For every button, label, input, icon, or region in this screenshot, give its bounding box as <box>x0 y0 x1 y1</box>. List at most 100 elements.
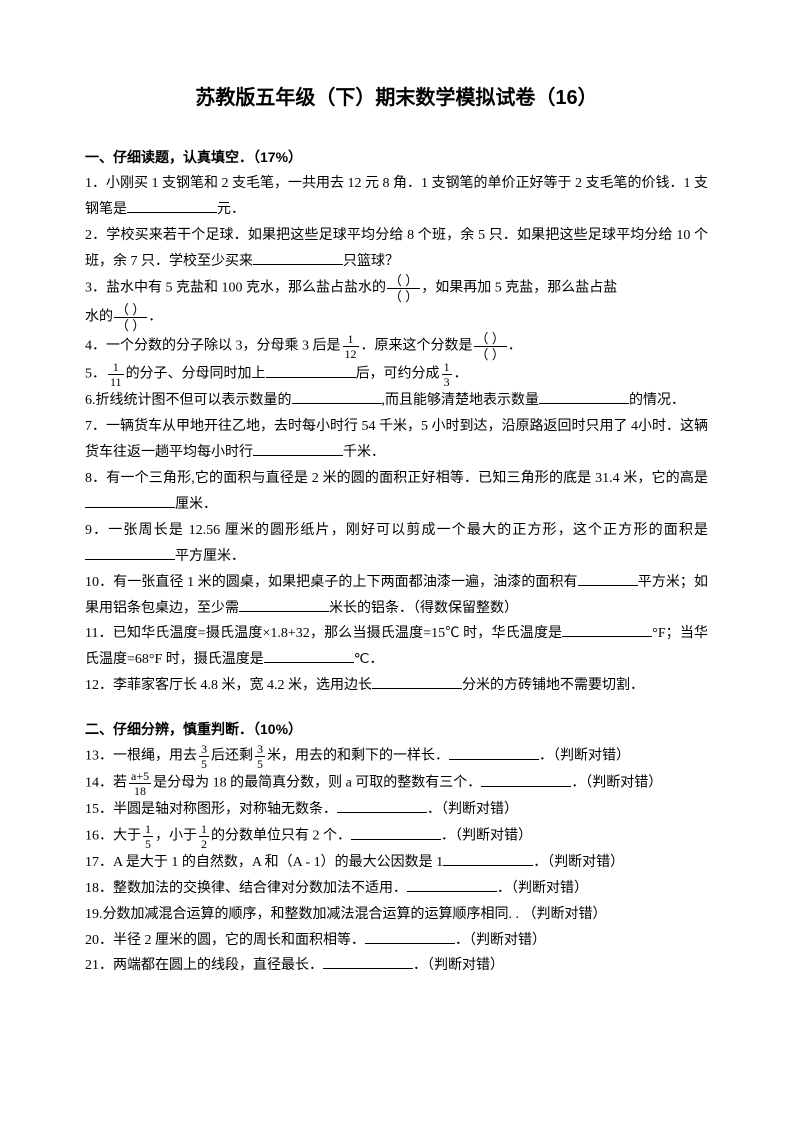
question-6: 6.折线统计图不但可以表示数量的 ,而且能够清楚地表示数量 的情况． <box>85 388 708 414</box>
q11-text-c: ℃． <box>354 652 384 667</box>
question-14: 14．若a+518是分母为 18 的最简真分数，则 a 可取的整数有三个．．（判… <box>85 770 708 797</box>
q16-text-c: 的分数单位只有 2 个． <box>211 829 351 844</box>
question-9: 9．一张周长是 12.56 厘米的圆形纸片，刚好可以剪成一个最大的正方形，这个正… <box>85 518 708 570</box>
section2-header: 二、仔细分辨，慎重判断．（10%） <box>85 717 708 743</box>
blank <box>539 388 629 404</box>
q15-text-b: ．（判断对错） <box>427 802 518 817</box>
q6-text-b: ,而且能够清楚地表示数量 <box>382 393 540 408</box>
q1-text-b: 元． <box>217 202 245 217</box>
q14-text-b: 是分母为 18 的最简真分数，则 a 可取的整数有三个． <box>153 776 481 791</box>
question-3-cont: 水的（ ）（ ）． <box>85 303 708 332</box>
question-2: 2．学校买来若干个足球．如果把这些足球平均分给 8 个班，余 5 只．如果把这些… <box>85 223 708 275</box>
q18-text-a: 18．整数加法的交换律、结合律对分数加法不适用． <box>85 881 407 896</box>
q14-text-c: ．（判断对错） <box>571 776 662 791</box>
q17-text-a: 17．A 是大于 1 的自然数，A 和（A - 1）的最大公因数是 1 <box>85 855 443 870</box>
blank <box>239 596 329 612</box>
q13-text-b: 后还剩 <box>211 749 253 764</box>
section1-header: 一、仔细读题，认真填空．（17%） <box>85 145 708 171</box>
question-17: 17．A 是大于 1 的自然数，A 和（A - 1）的最大公因数是 1 ．（判断对… <box>85 850 708 876</box>
blank <box>264 647 354 663</box>
fraction-1-11: 111 <box>108 361 124 388</box>
blank <box>266 362 356 378</box>
q7-text-a: 7．一辆货车从甲地开往乙地，去时每小时行 54 千米，5 小时到达，沿原路返回时… <box>85 419 708 460</box>
blank <box>292 388 382 404</box>
question-15: 15．半圆是轴对称图形，对称轴无数条．．（判断对错） <box>85 797 708 823</box>
question-11: 11．已知华氏温度=摄氏温度×1.8+32，那么当摄氏温度=15℃ 时，华氏温度… <box>85 621 708 673</box>
question-3: 3．盐水中有 5 克盐和 100 克水，那么盐占盐水的（ ）（ ），如果再加 5… <box>85 274 708 303</box>
q21-text-b: ．（判断对错） <box>413 958 504 973</box>
q18-text-b: ．（判断对错） <box>497 881 588 896</box>
q13-text-c: 米，用去的和剩下的一样长． <box>267 749 449 764</box>
q6-text-a: 6.折线统计图不但可以表示数量的 <box>85 393 292 408</box>
q6-text-c: 的情况． <box>629 393 685 408</box>
question-5: 5．111的分子、分母同时加上 后，可约分成13． <box>85 361 708 388</box>
q5-text-c: 后，可约分成 <box>356 367 440 382</box>
blank <box>372 673 462 689</box>
question-4: 4．一个分数的分子除以 3，分母乘 3 后是112．原来这个分数是（ ）（ ）． <box>85 332 708 361</box>
q7-text-b: 千米． <box>343 445 385 460</box>
blank <box>449 744 539 760</box>
q5-text-d: ． <box>454 367 468 382</box>
blank <box>351 824 441 840</box>
fraction-1-3: 13 <box>442 361 452 388</box>
paren-fraction: （ ）（ ） <box>387 274 420 303</box>
question-16: 16．大于15，小于12的分数单位只有 2 个． ．（判断对错） <box>85 823 708 850</box>
question-20: 20．半径 2 厘米的圆，它的周长和面积相等．．（判断对错） <box>85 928 708 954</box>
paren-fraction: （ ）（ ） <box>474 332 507 361</box>
blank <box>562 621 652 637</box>
blank <box>253 249 343 265</box>
fraction-3-5: 35 <box>255 743 265 770</box>
blank <box>337 797 427 813</box>
q13-text-d: ．（判断对错） <box>539 749 630 764</box>
q16-text-d: ．（判断对错） <box>441 829 532 844</box>
q14-text-a: 14．若 <box>85 776 127 791</box>
fraction-3-5: 35 <box>199 743 209 770</box>
q8-text-a: 8．有一个三角形,它的面积与直径是 2 米的圆的面积正好相等．已知三角形的底是 … <box>85 471 708 486</box>
q16-text-a: 16．大于 <box>85 829 141 844</box>
blank <box>85 544 175 560</box>
q11-text-a: 11．已知华氏温度=摄氏温度×1.8+32，那么当摄氏温度=15℃ 时，华氏温度… <box>85 626 562 641</box>
blank <box>578 570 638 586</box>
q9-text-a: 9．一张周长是 12.56 厘米的圆形纸片，刚好可以剪成一个最大的正方形，这个正… <box>85 523 708 538</box>
q12-text-b: 分米的方砖铺地不需要切割． <box>462 678 644 693</box>
q3-text-b: ，如果再加 5 克盐，那么盐占盐 <box>421 281 617 296</box>
question-8: 8．有一个三角形,它的面积与直径是 2 米的圆的面积正好相等．已知三角形的底是 … <box>85 466 708 518</box>
q4-text-b: ．原来这个分数是 <box>361 339 473 354</box>
q3-text-d: ． <box>148 310 162 325</box>
q16-text-b: ，小于 <box>155 829 197 844</box>
q3-text-c: 水的 <box>85 310 113 325</box>
q13-text-a: 13．一根绳，用去 <box>85 749 197 764</box>
paren-fraction: （ ）（ ） <box>114 303 147 332</box>
question-21: 21．两端都在圆上的线段，直径最长． ．（判断对错） <box>85 953 708 979</box>
q4-text-a: 4．一个分数的分子除以 3，分母乘 3 后是 <box>85 339 341 354</box>
q4-text-c: ． <box>508 339 522 354</box>
fraction-1-12: 112 <box>343 333 359 360</box>
blank <box>85 492 175 508</box>
question-18: 18．整数加法的交换律、结合律对分数加法不适用． ．（判断对错） <box>85 876 708 902</box>
q17-text-b: ．（判断对错） <box>533 855 624 870</box>
question-12: 12．李菲家客厅长 4.8 米，宽 4.2 米，选用边长 分米的方砖铺地不需要切割… <box>85 673 708 699</box>
q3-text-a: 3．盐水中有 5 克盐和 100 克水，那么盐占盐水的 <box>85 281 386 296</box>
fraction-1-2: 12 <box>199 823 209 850</box>
q2-text-b: 只篮球？ <box>343 254 399 269</box>
blank <box>443 850 533 866</box>
page-title: 苏教版五年级（下）期末数学模拟试卷（16） <box>85 80 708 117</box>
q8-text-b: 厘米． <box>175 497 217 512</box>
q10-text-c: 米长的铝条．（得数保留整数） <box>329 601 518 616</box>
q19-text-a: 19.分数加减混合运算的顺序，和整数加减法混合运算的运算顺序相同. . （判断对… <box>85 907 607 922</box>
q5-text-a: 5． <box>85 367 106 382</box>
question-13: 13．一根绳，用去35后还剩35米，用去的和剩下的一样长．．（判断对错） <box>85 743 708 770</box>
blank <box>407 876 497 892</box>
q5-text-b: 的分子、分母同时加上 <box>126 367 266 382</box>
blank <box>127 197 217 213</box>
blank <box>323 953 413 969</box>
q10-text-a: 10．有一张直径 1 米的圆桌，如果把桌子的上下两面都油漆一遍，油漆的面积有 <box>85 575 578 590</box>
blank <box>365 928 455 944</box>
q21-text-a: 21．两端都在圆上的线段，直径最长． <box>85 958 323 973</box>
question-7: 7．一辆货车从甲地开往乙地，去时每小时行 54 千米，5 小时到达，沿原路返回时… <box>85 414 708 466</box>
fraction-1-5: 15 <box>143 823 153 850</box>
question-19: 19.分数加减混合运算的顺序，和整数加减法混合运算的运算顺序相同. . （判断对… <box>85 902 708 928</box>
q12-text-a: 12．李菲家客厅长 4.8 米，宽 4.2 米，选用边长 <box>85 678 372 693</box>
q20-text-a: 20．半径 2 厘米的圆，它的周长和面积相等． <box>85 933 365 948</box>
blank <box>253 440 343 456</box>
